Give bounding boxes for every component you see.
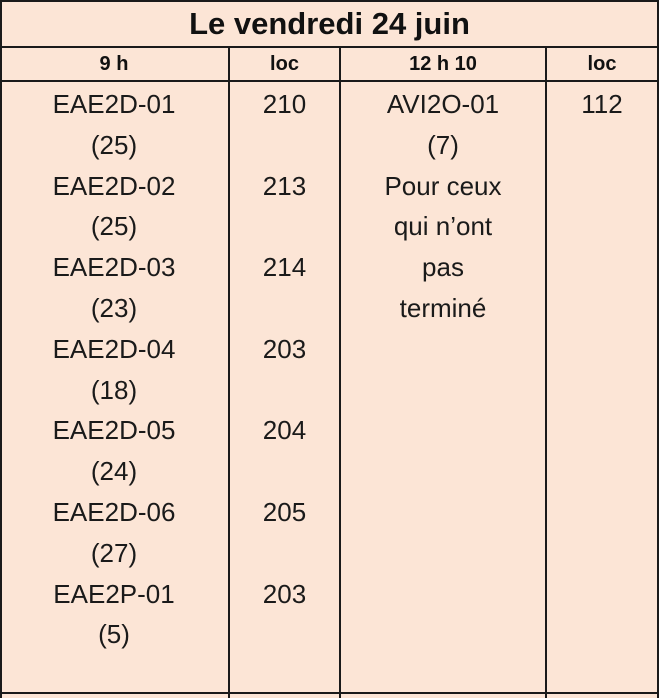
header-location-afternoon: loc — [587, 52, 617, 75]
cell-line: Pour ceux — [384, 170, 502, 201]
column-divider-2 — [339, 47, 341, 698]
table-border-right — [657, 0, 659, 698]
cell-line: pas — [422, 252, 464, 283]
cell-line — [230, 451, 339, 492]
cell-line — [230, 206, 339, 247]
cell-line: (25) — [90, 211, 138, 242]
title-divider — [0, 46, 659, 48]
cell-line: EAE2D-04 — [52, 333, 176, 364]
header-time-afternoon: 12 h 10 — [409, 52, 477, 75]
header-location-morning: loc — [270, 52, 299, 75]
cell-line: (7) — [427, 129, 459, 160]
cell-line: EAE2P-01 — [53, 578, 175, 609]
morning-groups-cell: EAE2D-01 (25) EAE2D-02 (25) EAE2D-03 (23) EAE2… — [0, 84, 228, 655]
cell-line: 203 — [262, 578, 307, 609]
cell-line: AVI2O-01 — [386, 89, 500, 119]
column-divider-1 — [228, 47, 230, 698]
cell-line: qui n’ont — [393, 211, 493, 242]
cell-line: terminé — [399, 292, 487, 323]
cell-line — [230, 125, 339, 166]
cell-line: 213 — [262, 170, 307, 201]
table-border-top — [0, 0, 659, 2]
cell-line — [230, 370, 339, 411]
cell-line: 112 — [581, 89, 623, 119]
cell-line: (23) — [90, 292, 138, 323]
cell-line — [230, 288, 339, 329]
cell-line: 210 — [262, 89, 307, 119]
cell-line: 205 — [262, 496, 307, 527]
cell-line: (24) — [90, 456, 138, 487]
cell-line: (25) — [90, 129, 138, 160]
column-divider-3 — [545, 47, 547, 698]
cell-line: EAE2D-02 — [52, 170, 176, 201]
header-divider — [0, 80, 659, 82]
cell-line — [230, 614, 339, 655]
page-title: Le vendredi 24 juin — [189, 6, 470, 41]
cell-line: EAE2D-05 — [52, 415, 176, 446]
cell-line: EAE2D-06 — [52, 496, 176, 527]
cell-line: (5) — [98, 619, 130, 650]
morning-rooms-cell: 210 213 214 203 204 205 203 — [230, 84, 339, 655]
afternoon-rooms-cell: 112 — [547, 84, 657, 125]
table-border-bottom — [0, 692, 659, 694]
header-time-morning: 9 h — [99, 52, 129, 75]
afternoon-groups-cell: AVI2O-01 (7) Pour ceux qui n’ont pas terminé — [341, 84, 545, 329]
cell-line: 214 — [262, 252, 307, 283]
cell-line: 204 — [262, 415, 307, 446]
table-border-left — [0, 0, 2, 698]
cell-line: (27) — [90, 537, 138, 568]
cell-line: (18) — [90, 374, 138, 405]
cell-line: 203 — [262, 333, 307, 364]
cell-line — [230, 533, 339, 574]
cell-line: EAE2D-01 — [52, 89, 176, 119]
cell-line: EAE2D-03 — [52, 252, 176, 283]
